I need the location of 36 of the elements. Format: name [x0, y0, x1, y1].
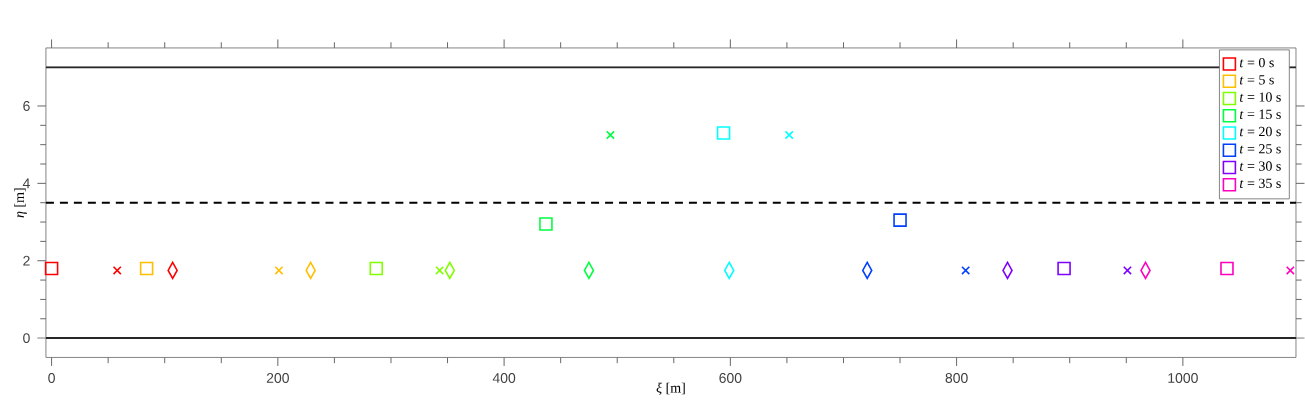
point — [893, 213, 907, 227]
legend-label: t = 15 s — [1240, 109, 1281, 119]
point — [369, 261, 384, 276]
point — [1285, 265, 1295, 275]
legend-label: t = 0 s — [1240, 57, 1274, 68]
point — [112, 265, 122, 275]
y-tick-label: 2 — [23, 255, 30, 266]
y-axis-title: η [m] — [14, 188, 27, 218]
legend-label: t = 10 s — [1240, 92, 1281, 102]
legend-label: t = 5 s — [1240, 74, 1274, 85]
x-tick-label: 400 — [492, 372, 516, 383]
point — [1220, 261, 1234, 276]
point — [539, 216, 553, 231]
y-tick-label: 0 — [23, 332, 30, 343]
point — [139, 261, 154, 276]
point — [435, 265, 445, 275]
point — [961, 265, 971, 275]
legend-label: t = 20 s — [1240, 126, 1281, 137]
x-axis-title: ξ [m] — [656, 382, 685, 395]
point — [1057, 261, 1071, 276]
point — [716, 126, 731, 140]
x-tick-label: 200 — [266, 372, 289, 383]
point — [1122, 265, 1132, 275]
point — [605, 130, 615, 140]
point — [44, 261, 59, 276]
legend-label: t = 30 s — [1240, 161, 1281, 171]
legend-label: t = 35 s — [1240, 178, 1281, 188]
point — [274, 265, 284, 275]
legend-label: t = 25 s — [1240, 143, 1281, 154]
y-tick-label: 6 — [23, 100, 30, 111]
point — [784, 130, 794, 140]
x-tick-label: 800 — [945, 372, 968, 383]
x-tick-label: 0 — [48, 372, 55, 383]
x-tick-label: 1000 — [1168, 372, 1198, 383]
x-tick-label: 600 — [719, 372, 742, 383]
y-tick-label: 4 — [22, 178, 30, 188]
